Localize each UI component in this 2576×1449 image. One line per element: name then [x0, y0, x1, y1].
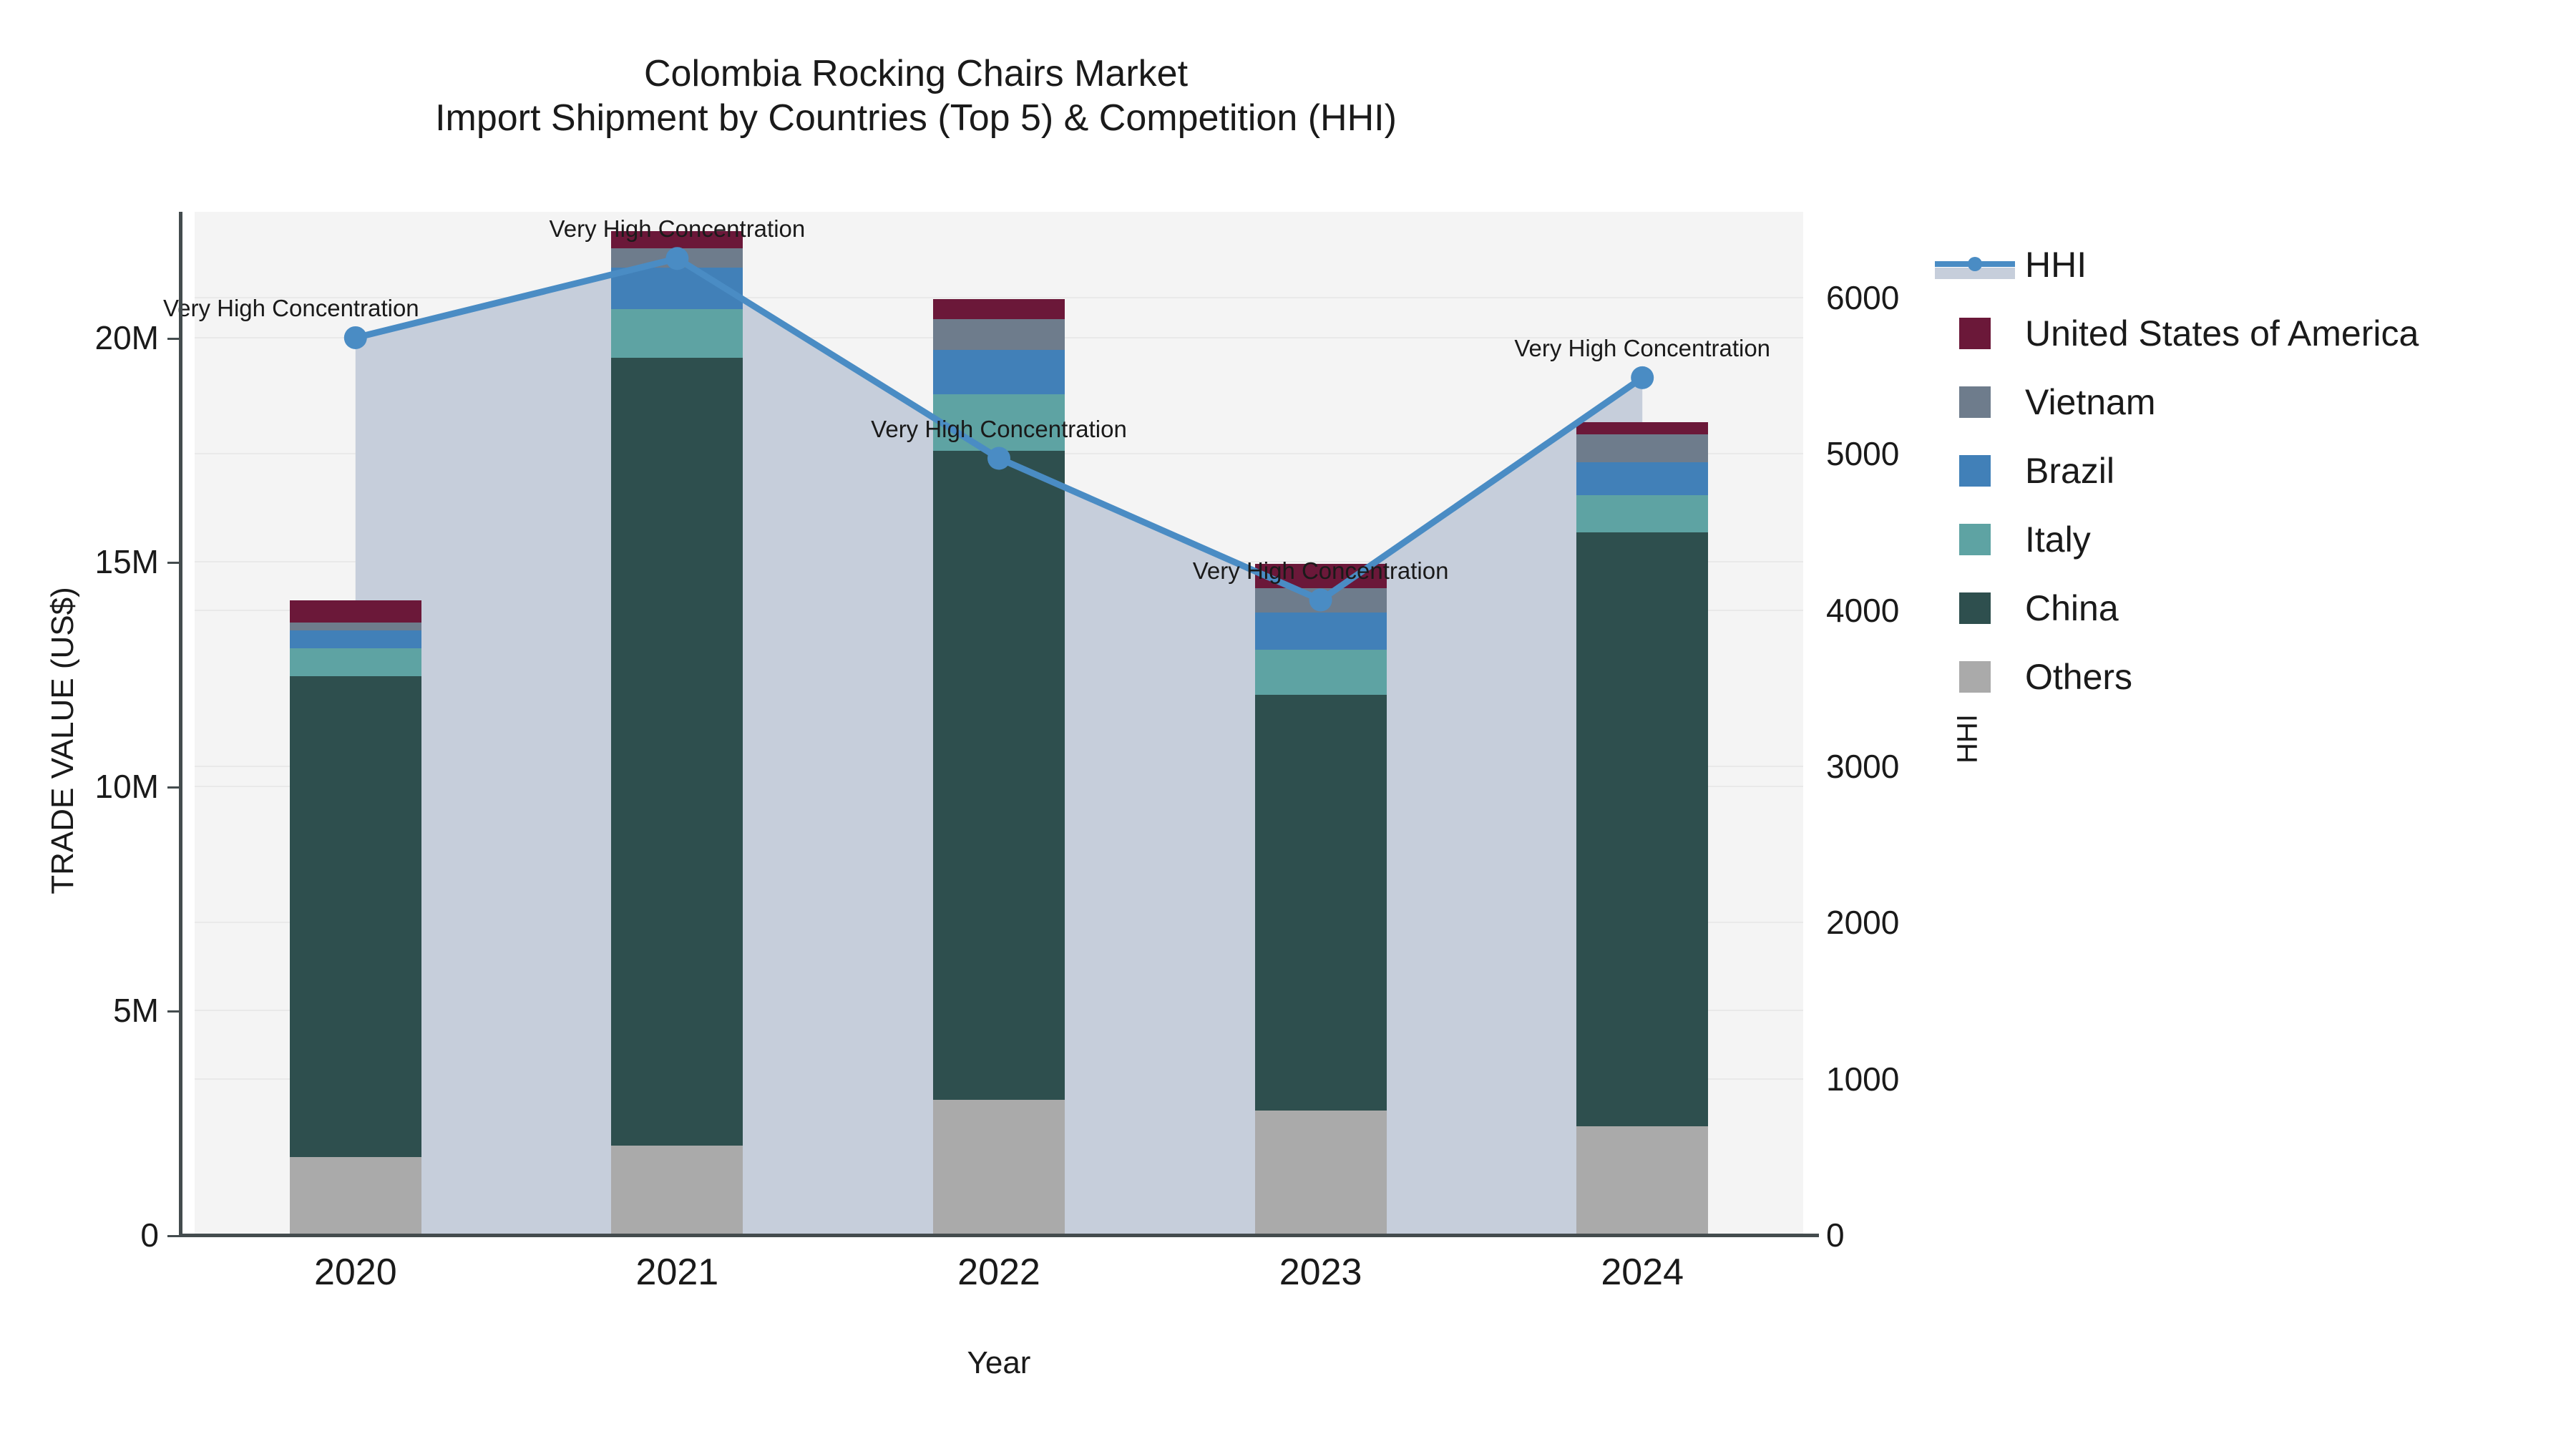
bar-segment[interactable]: [289, 600, 421, 623]
legend-label: Italy: [2025, 519, 2091, 560]
y-axis-left-tick-label: 10M: [94, 767, 159, 805]
bar-segment[interactable]: [1254, 1111, 1387, 1235]
legend-label: Brazil: [2025, 451, 2115, 491]
legend-swatch: [1959, 592, 1991, 624]
annotation-label: Very High Concentration: [871, 415, 1127, 442]
bar-segment[interactable]: [933, 318, 1065, 350]
hhi-line: [343, 247, 1654, 612]
legend-swatch: [1959, 318, 1991, 349]
y-axis-right-tick-label: 0: [1826, 1216, 1845, 1254]
chart-subtitle: Import Shipment by Countries (Top 5) & C…: [435, 97, 1397, 140]
legend-label: United States of America: [2025, 313, 2419, 353]
y-axis-right-tick-label: 5000: [1826, 435, 1900, 473]
bar-segment[interactable]: [933, 394, 1065, 452]
bar-segment[interactable]: [933, 451, 1065, 1100]
bar-segment[interactable]: [289, 676, 421, 1157]
bar-segment[interactable]: [933, 298, 1065, 319]
legend-swatch: [1959, 455, 1991, 487]
hhi-marker[interactable]: [343, 326, 367, 349]
y-axis-tick-mark: [167, 1235, 182, 1237]
x-axis-tick-label: 2023: [1279, 1252, 1362, 1293]
legend-item-italy[interactable]: Italy: [1959, 505, 2553, 574]
legend-swatch: [1959, 661, 1991, 693]
legend: HHI United States of America Vietnam Brazil…: [1935, 230, 2553, 711]
bar-segment[interactable]: [289, 1156, 421, 1235]
bar-segment[interactable]: [1576, 532, 1709, 1126]
legend-area-band: [1935, 268, 2015, 279]
legend-label: Others: [2025, 657, 2133, 697]
bar-group-2023[interactable]: [1254, 212, 1387, 1235]
x-axis-label: Year: [967, 1345, 1031, 1380]
y-axis-tick-mark: [167, 337, 182, 340]
legend-item-china[interactable]: China: [1959, 574, 2553, 643]
y-axis-tick-mark: [167, 562, 182, 565]
bar-segment[interactable]: [611, 1146, 743, 1235]
annotation-label: Very High Concentration: [549, 215, 806, 243]
y-axis-line: [179, 212, 182, 1237]
y-axis-right-tick-label: 6000: [1826, 279, 1900, 317]
annotation-label: Very High Concentration: [1192, 557, 1449, 584]
legend-item-hhi[interactable]: HHI: [1935, 230, 2553, 299]
gridline: [195, 297, 1803, 299]
hhi-marker[interactable]: [665, 247, 689, 270]
y-axis-left-tick-label: 5M: [113, 992, 159, 1030]
legend-label: Vietnam: [2025, 382, 2156, 422]
plot-area: [195, 212, 1803, 1236]
bar-group-2022[interactable]: [933, 212, 1065, 1235]
x-axis-tick-label: 2022: [957, 1252, 1040, 1293]
hhi-marker[interactable]: [987, 447, 1010, 470]
annotation-label: Very High Concentration: [1514, 334, 1771, 361]
y-axis-right-tick-label: 4000: [1826, 591, 1900, 629]
bar-segment[interactable]: [289, 622, 421, 630]
legend-item-united-states-of-america[interactable]: United States of America: [1959, 299, 2553, 368]
bar-segment[interactable]: [289, 630, 421, 649]
legend-label: China: [2025, 588, 2119, 628]
y-axis-left-tick-label: 15M: [94, 543, 159, 581]
bar-segment[interactable]: [1576, 421, 1709, 435]
legend-swatch: [1959, 524, 1991, 555]
y-axis-left-tick-label: 0: [140, 1216, 159, 1254]
x-axis-tick-label: 2024: [1601, 1252, 1684, 1293]
legend-line-icon: [1935, 249, 2015, 280]
chart-title-block: Colombia Rocking Chairs Market Import Sh…: [0, 52, 1832, 141]
hhi-marker[interactable]: [1631, 366, 1654, 389]
bar-segment[interactable]: [1254, 694, 1387, 1111]
legend-label: HHI: [2025, 245, 2087, 285]
legend-line-dot: [1968, 257, 1982, 271]
legend-swatch: [1959, 386, 1991, 418]
bar-segment[interactable]: [1254, 613, 1387, 650]
bar-segment[interactable]: [611, 309, 743, 358]
bar-segment[interactable]: [611, 358, 743, 1146]
y-axis-tick-mark: [167, 786, 182, 789]
y-axis-right-tick-label: 3000: [1826, 748, 1900, 786]
legend-item-vietnam[interactable]: Vietnam: [1959, 368, 2553, 436]
bar-segment[interactable]: [1254, 649, 1387, 695]
y-axis-left-tick-label: 20M: [94, 318, 159, 356]
y-axis-right-tick-label: 2000: [1826, 904, 1900, 942]
x-axis-line: [179, 1234, 1819, 1237]
legend-item-brazil[interactable]: Brazil: [1959, 436, 2553, 505]
bar-group-2020[interactable]: [289, 212, 421, 1235]
bar-segment[interactable]: [1576, 434, 1709, 462]
x-axis-tick-label: 2021: [635, 1252, 719, 1293]
y-axis-right-tick-label: 1000: [1826, 1060, 1900, 1098]
bar-group-2021[interactable]: [611, 212, 743, 1235]
chart-title: Colombia Rocking Chairs Market: [643, 53, 1189, 94]
bar-segment[interactable]: [289, 648, 421, 677]
y-axis-left-label: TRADE VALUE (US$): [45, 587, 80, 894]
bar-group-2024[interactable]: [1576, 212, 1709, 1235]
legend-item-others[interactable]: Others: [1959, 643, 2553, 711]
bar-segment[interactable]: [933, 1099, 1065, 1235]
annotation-label: Very High Concentration: [162, 294, 419, 321]
bar-segment[interactable]: [1576, 1126, 1709, 1235]
hhi-marker[interactable]: [1309, 588, 1332, 612]
bar-segment[interactable]: [1576, 495, 1709, 533]
x-axis-tick-label: 2020: [313, 1252, 397, 1293]
bar-segment[interactable]: [933, 349, 1065, 394]
bar-segment[interactable]: [611, 230, 743, 249]
bar-segment[interactable]: [1576, 462, 1709, 496]
y-axis-tick-mark: [167, 1010, 182, 1013]
